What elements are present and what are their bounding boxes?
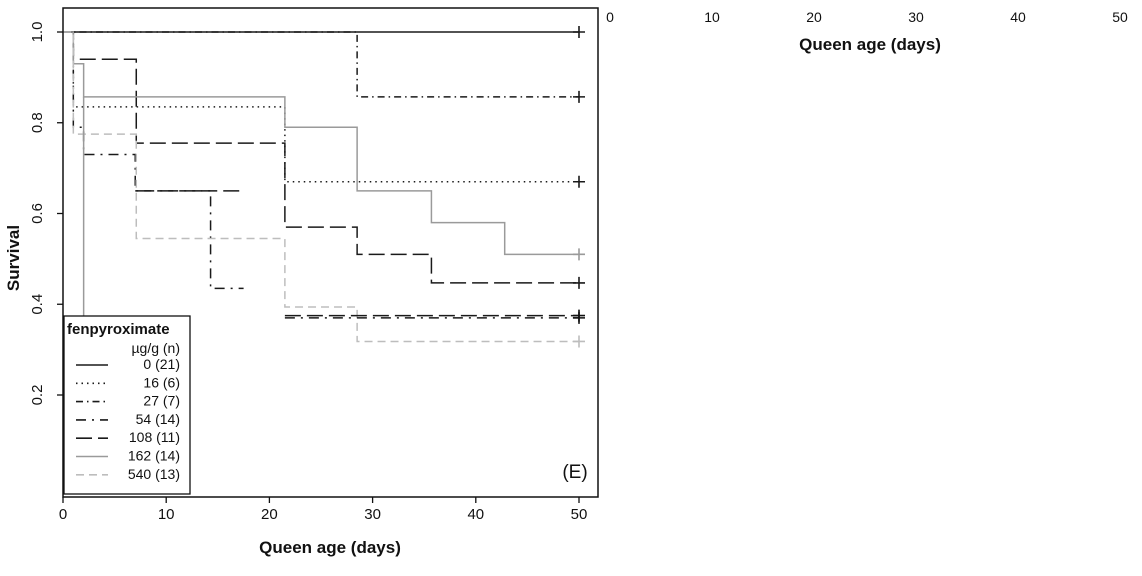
ghost-tick-label-1: 10	[704, 9, 720, 25]
extra-censor-1	[573, 309, 585, 322]
x-tick-label-5: 50	[571, 506, 588, 523]
series-line-6	[63, 31, 579, 343]
x-tick-label-1: 10	[158, 506, 175, 523]
legend-subtitle: µg/g (n)	[131, 340, 180, 356]
ghost-axis: 0 10 20 30 40 50 Queen age (days)	[606, 9, 1128, 54]
y-tick-label-1: 0.4	[29, 294, 46, 315]
x-tick-label-0: 0	[59, 506, 67, 523]
censor-mark-0	[573, 26, 585, 38]
series-line-1	[63, 31, 579, 183]
legend-entry-2: 27 (7)	[143, 393, 180, 409]
ghost-tick-label-0: 0	[606, 9, 614, 25]
censor-mark-5	[573, 248, 585, 261]
legend-entry-3: 54 (14)	[136, 411, 180, 427]
legend-entry-1: 16 (6)	[143, 374, 180, 390]
series-line-3	[63, 31, 244, 290]
x-tick-label-3: 30	[364, 506, 381, 523]
legend: fenpyroximate µg/g (n)0 (21) 16 (6) 27 (7) 5…	[63, 315, 191, 495]
series-line-4	[63, 31, 579, 284]
series-line-2	[63, 31, 579, 98]
y-tick-label-0: 0.2	[29, 385, 46, 406]
ghost-tick-label-2: 20	[806, 9, 822, 25]
x-tick-label-4: 40	[467, 506, 484, 523]
y-tick-label-2: 0.6	[29, 203, 46, 224]
censor-mark-6	[573, 335, 585, 348]
legend-entry-0: 0 (21)	[143, 356, 180, 372]
axes: 0 10 20 30 40 50 0.2 0.4 0.6 0.8 1.0 Queen age (day…	[4, 7, 599, 557]
legend-title: fenpyroximate	[67, 321, 170, 338]
y-axis-title: Survival	[4, 225, 23, 291]
series-line-5	[63, 31, 579, 256]
panel-label: (E)	[562, 462, 587, 483]
censor-mark-2	[573, 90, 585, 103]
ghost-tick-label-3: 30	[908, 9, 924, 25]
plot-frame	[62, 7, 599, 498]
legend-entry-6: 540 (13)	[128, 466, 180, 482]
y-tick-label-3: 0.8	[29, 112, 46, 133]
legend-entry-4: 108 (11)	[129, 429, 180, 445]
y-tick-label-4: 1.0	[29, 22, 46, 43]
series-layer	[63, 26, 585, 486]
ghost-tick-label-5: 50	[1112, 9, 1128, 25]
x-tick-label-2: 20	[261, 506, 278, 523]
censor-mark-1	[573, 175, 585, 188]
legend-box	[63, 315, 191, 495]
censor-mark-4	[573, 276, 585, 289]
ghost-tick-label-4: 40	[1010, 9, 1026, 25]
ghost-axis-title: Queen age (days)	[799, 35, 941, 54]
x-axis-title: Queen age (days)	[259, 538, 401, 557]
legend-entry-5: 162 (14)	[128, 448, 180, 464]
